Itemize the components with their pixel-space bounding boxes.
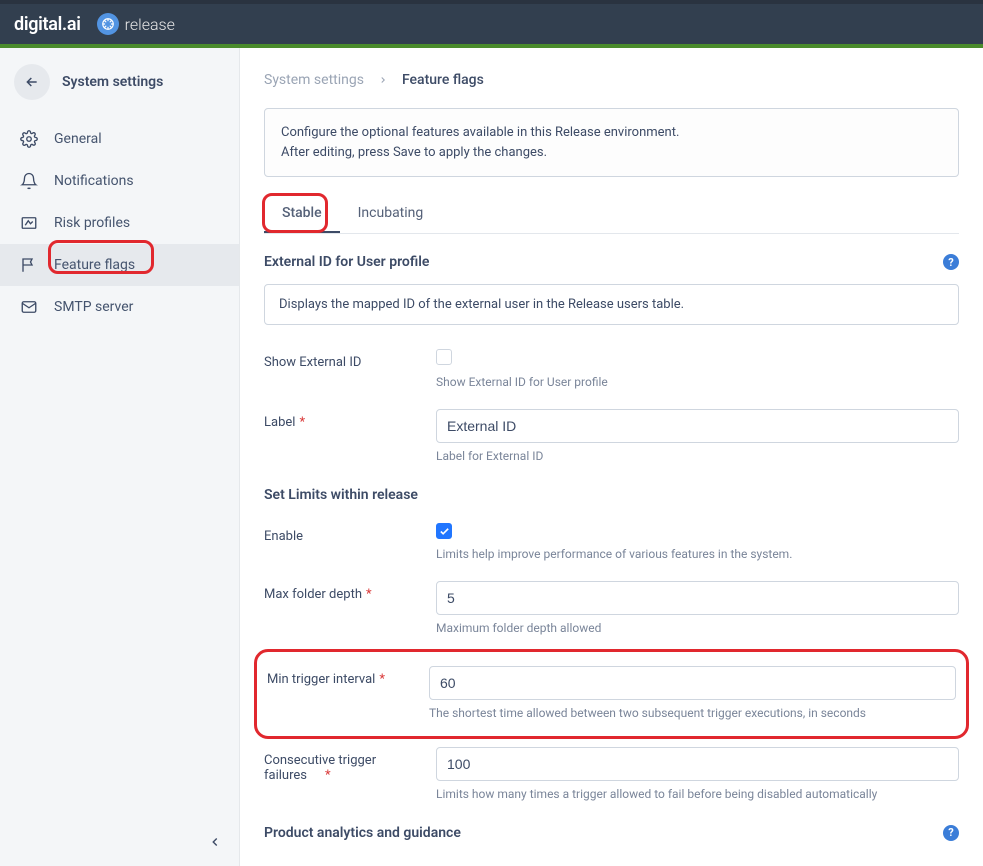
back-button[interactable] [14, 64, 50, 100]
section-title-external-id: External ID for User profile ? [264, 254, 959, 270]
field-label: Max folder depth* [264, 581, 436, 602]
field-hint: Show External ID for User profile [436, 375, 959, 389]
product-badge: release [97, 13, 175, 35]
flag-icon [20, 256, 38, 274]
help-icon[interactable]: ? [943, 254, 959, 270]
field-label: Min trigger interval* [267, 666, 429, 687]
field-max-folder-depth: Max folder depth* Maximum folder depth a… [264, 575, 959, 641]
sidebar-item-label: General [54, 131, 102, 147]
sidebar-item-general[interactable]: General [0, 118, 239, 160]
breadcrumb-current: Feature flags [402, 72, 484, 88]
highlight-annotation: Min trigger interval* The shortest time … [254, 649, 969, 739]
field-hint: The shortest time allowed between two su… [429, 706, 956, 720]
enable-limits-checkbox[interactable] [436, 523, 452, 539]
tabs: Stable Incubating [264, 195, 959, 234]
main-content: System settings Feature flags Configure … [240, 48, 983, 866]
field-label: Label* [264, 409, 436, 430]
brand-text: digital.ai [14, 14, 81, 35]
sidebar-item-feature-flags[interactable]: Feature flags [0, 244, 239, 286]
info-banner: Configure the optional features availabl… [264, 108, 959, 177]
sidebar-title: System settings [62, 74, 163, 90]
field-min-trigger-interval: Min trigger interval* The shortest time … [267, 660, 956, 726]
breadcrumb: System settings Feature flags [240, 48, 983, 108]
brand-logo: digital.ai release [14, 13, 175, 35]
field-label: Show External ID [264, 349, 436, 370]
max-folder-depth-input[interactable] [436, 581, 959, 615]
product-text: release [125, 15, 175, 34]
chevron-right-icon [378, 75, 388, 85]
sidebar: System settings General Notifications Ri… [0, 48, 240, 866]
field-enable-limits: Enable Limits help improve performance o… [264, 517, 959, 567]
sidebar-header: System settings [0, 48, 239, 118]
tab-stable[interactable]: Stable [264, 195, 340, 233]
field-label-external-id: Label* Label for External ID [264, 403, 959, 469]
sidebar-item-notifications[interactable]: Notifications [0, 160, 239, 202]
field-hint: Limits help improve performance of vario… [436, 547, 959, 561]
consecutive-failures-input[interactable] [436, 747, 959, 781]
min-trigger-interval-input[interactable] [429, 666, 956, 700]
field-label: Enable [264, 523, 436, 544]
tab-incubating[interactable]: Incubating [340, 195, 442, 233]
tab-label: Incubating [358, 205, 424, 221]
sidebar-item-label: Feature flags [54, 257, 135, 273]
topbar: digital.ai release [0, 0, 983, 44]
gear-icon [20, 130, 38, 148]
bell-icon [20, 172, 38, 190]
label-input[interactable] [436, 409, 959, 443]
sidebar-item-smtp-server[interactable]: SMTP server [0, 286, 239, 328]
field-label: Consecutive trigger failures* [264, 747, 436, 783]
banner-line: Configure the optional features availabl… [281, 123, 942, 143]
release-icon [97, 13, 119, 35]
tab-label: Stable [282, 205, 322, 221]
field-hint: Limits how many times a trigger allowed … [436, 787, 959, 801]
sidebar-item-risk-profiles[interactable]: Risk profiles [0, 202, 239, 244]
field-show-external-id: Show External ID Show External ID for Us… [264, 343, 959, 395]
section-title-analytics: Product analytics and guidance ? [264, 825, 959, 841]
help-icon[interactable]: ? [943, 825, 959, 841]
section-desc: Displays the mapped ID of the external u… [264, 284, 959, 325]
field-consecutive-trigger-failures: Consecutive trigger failures* Limits how… [264, 741, 959, 807]
show-external-id-checkbox[interactable] [436, 349, 452, 365]
breadcrumb-parent[interactable]: System settings [264, 72, 364, 88]
sidebar-item-label: Risk profiles [54, 215, 130, 231]
field-hint: Maximum folder depth allowed [436, 621, 959, 635]
field-hint: Label for External ID [436, 449, 959, 463]
section-title-limits: Set Limits within release [264, 487, 959, 503]
sidebar-collapse-button[interactable] [203, 830, 227, 854]
mail-icon [20, 298, 38, 316]
sidebar-item-label: Notifications [54, 173, 134, 189]
banner-line: After editing, press Save to apply the c… [281, 143, 942, 163]
sidebar-item-label: SMTP server [54, 299, 133, 315]
risk-icon [20, 214, 38, 232]
